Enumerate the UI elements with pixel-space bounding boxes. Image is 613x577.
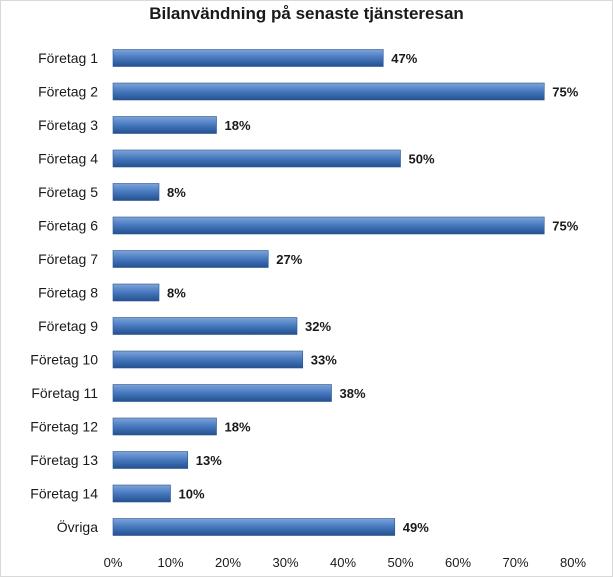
x-tick-label: 0% [104, 555, 123, 570]
category-label: Företag 1 [38, 50, 98, 66]
data-label: 27% [276, 252, 302, 267]
category-label: Företag 12 [30, 419, 98, 435]
category-label: Företag 3 [38, 117, 98, 133]
chart-title: Bilanvändning på senaste tjänsteresan [149, 4, 464, 23]
bar [112, 484, 171, 503]
bar [112, 82, 545, 101]
category-label: Företag 8 [38, 285, 98, 301]
category-label: Företag 9 [38, 318, 98, 334]
data-label: 13% [196, 453, 222, 468]
category-label: Företag 11 [31, 385, 98, 401]
bar [112, 149, 401, 168]
category-label: Företag 6 [38, 218, 98, 234]
x-tick-label: 70% [502, 555, 528, 570]
category-label: Företag 5 [38, 184, 98, 200]
bar [112, 317, 298, 335]
x-tick-label: 40% [330, 555, 356, 570]
x-tick-label: 80% [560, 555, 586, 570]
x-tick-label: 10% [157, 555, 183, 570]
bar [112, 384, 332, 402]
data-label: 75% [552, 85, 578, 100]
bar [112, 417, 217, 436]
data-label: 10% [179, 487, 205, 502]
data-label: 38% [340, 386, 366, 401]
bar [112, 250, 269, 268]
data-label: 49% [403, 520, 429, 535]
data-label: 32% [305, 319, 331, 334]
category-label: Företag 7 [38, 251, 98, 267]
data-label: 75% [552, 219, 578, 234]
data-label: 18% [225, 118, 251, 133]
bar [112, 216, 545, 235]
data-label: 50% [409, 152, 435, 167]
bar [112, 283, 160, 302]
x-tick-label: 20% [215, 555, 241, 570]
bar [112, 451, 189, 469]
x-tick-label: 50% [387, 555, 413, 570]
bar [112, 116, 217, 134]
bar [112, 49, 384, 67]
bar [112, 183, 160, 201]
data-label: 8% [167, 286, 186, 301]
category-label: Företag 14 [30, 486, 98, 502]
x-tick-label: 60% [445, 555, 471, 570]
data-label: 47% [391, 51, 417, 66]
category-label: Företag 10 [30, 352, 98, 368]
x-tick-label: 30% [272, 555, 298, 570]
data-label: 18% [225, 420, 251, 435]
bar [112, 518, 396, 536]
category-label: Företag 4 [38, 151, 98, 167]
data-label: 33% [311, 353, 337, 368]
category-label: Företag 2 [38, 84, 98, 100]
category-label: Övriga [57, 518, 98, 535]
data-label: 8% [167, 185, 186, 200]
category-label: Företag 13 [30, 452, 98, 468]
bar [112, 350, 304, 369]
